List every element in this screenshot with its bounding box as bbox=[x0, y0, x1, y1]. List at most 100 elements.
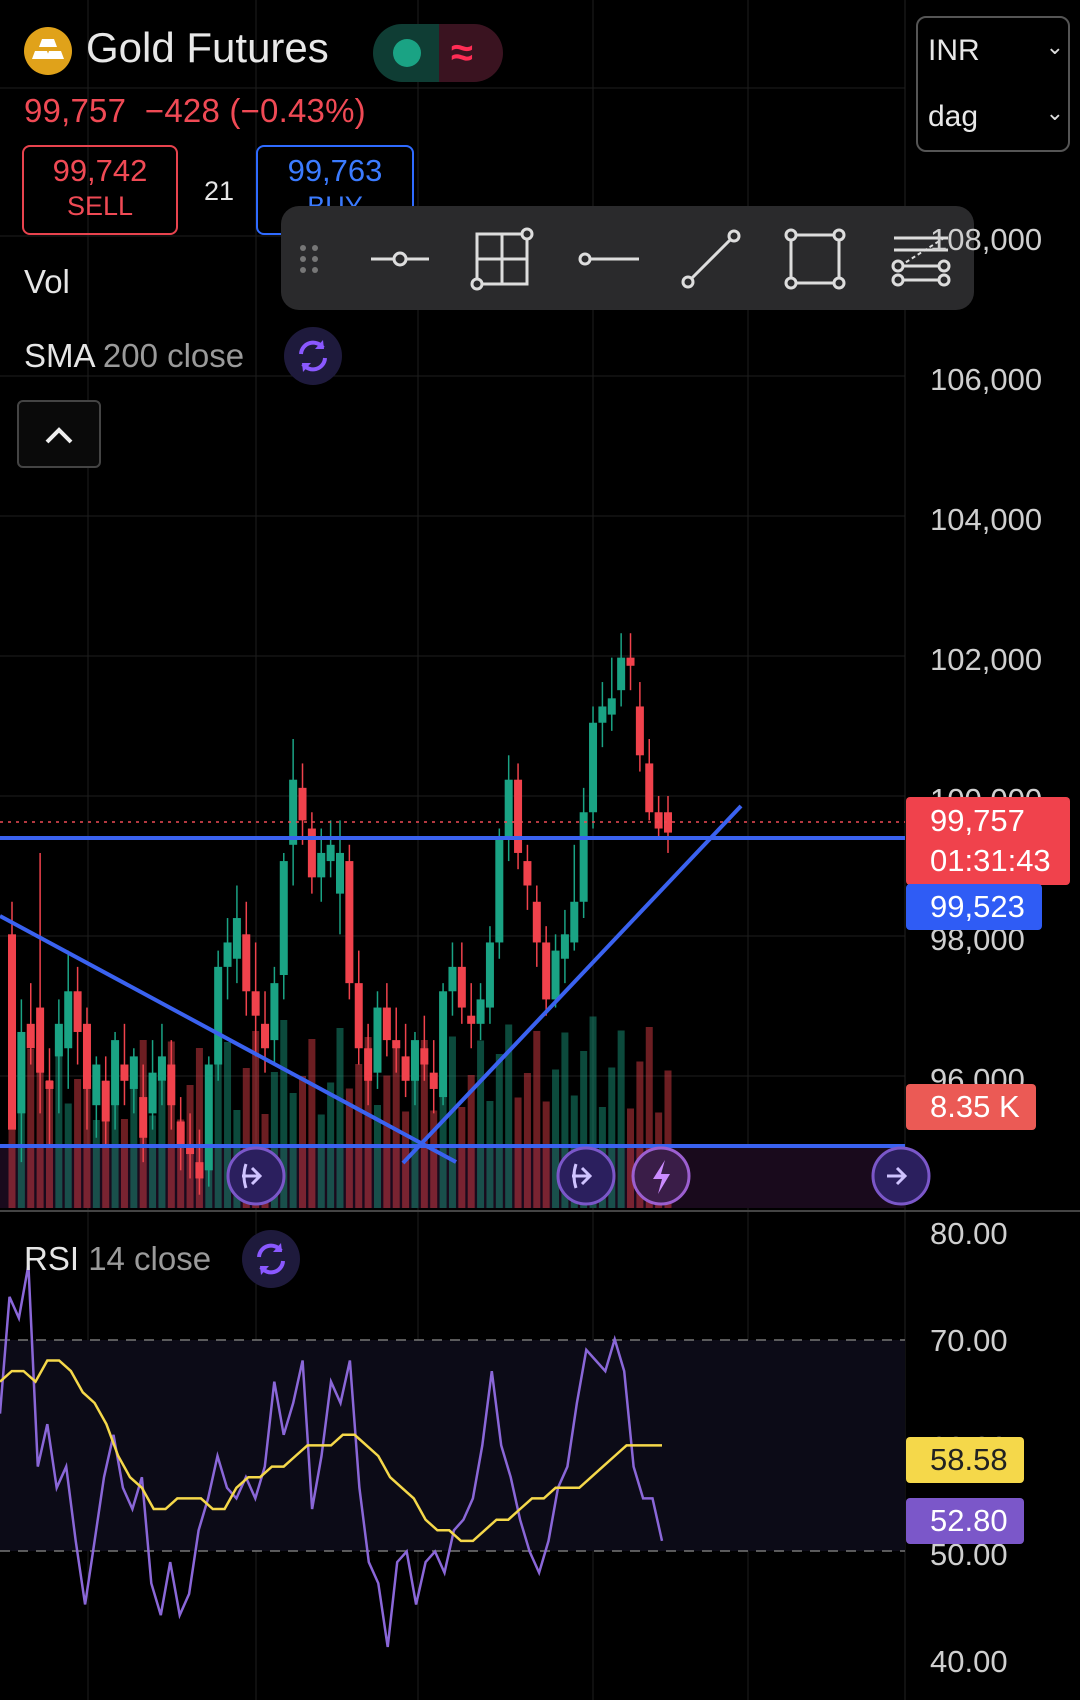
candle-body bbox=[607, 698, 616, 715]
lightning-event-icon[interactable] bbox=[631, 1146, 691, 1206]
volume-bar bbox=[533, 1031, 541, 1208]
chevron-down-icon: ⌄ bbox=[1045, 100, 1064, 125]
volume-bar bbox=[514, 1097, 522, 1208]
price-change-line: 99,757 −428 (−0.43%) bbox=[24, 92, 366, 130]
descending-trendline bbox=[0, 914, 457, 1164]
collapse-legend-button[interactable] bbox=[17, 400, 101, 468]
volume-bar bbox=[214, 1064, 222, 1208]
volume-bar bbox=[74, 1079, 82, 1208]
candle-body bbox=[654, 812, 663, 829]
price-axis-label: 104,000 bbox=[930, 502, 1043, 537]
sell-button[interactable]: 99,742 SELL bbox=[22, 145, 178, 235]
horizontal-line-icon[interactable] bbox=[577, 226, 643, 292]
rectangle-icon[interactable] bbox=[782, 226, 848, 292]
candle-body bbox=[26, 1023, 35, 1049]
volume-bar bbox=[430, 1110, 438, 1208]
sma-indicator-label[interactable]: SMA 200 close bbox=[24, 337, 244, 375]
candle-body bbox=[54, 1023, 63, 1057]
volume-bar bbox=[373, 1105, 381, 1208]
volume-bar bbox=[36, 1067, 44, 1208]
rsi-refresh-icon[interactable] bbox=[242, 1230, 300, 1288]
volume-indicator-label[interactable]: Vol bbox=[24, 263, 70, 300]
event-strip bbox=[0, 1146, 905, 1208]
horizontal-ray-icon[interactable] bbox=[367, 226, 433, 292]
candle-body bbox=[336, 852, 344, 894]
volume-bar bbox=[523, 1073, 531, 1208]
volume-tag: 8.35 K bbox=[906, 1084, 1036, 1130]
currency-select[interactable]: INR ⌄ bbox=[928, 34, 1064, 68]
cross-box-icon[interactable] bbox=[469, 226, 535, 292]
event-icon-3[interactable] bbox=[871, 1146, 931, 1206]
sma-name: SMA bbox=[24, 337, 94, 374]
candle-body bbox=[45, 1080, 54, 1089]
candle-body bbox=[532, 901, 541, 943]
volume-bar bbox=[420, 1040, 428, 1208]
buy-price: 99,763 bbox=[287, 153, 383, 188]
drawing-toolbar bbox=[281, 206, 974, 310]
volume-bar bbox=[505, 1024, 513, 1208]
candle-body bbox=[542, 942, 551, 1000]
candle-body bbox=[326, 844, 335, 862]
event-icon-2[interactable] bbox=[556, 1146, 616, 1206]
sma-refresh-icon[interactable] bbox=[284, 327, 342, 385]
candle-body bbox=[279, 861, 288, 976]
candle-body bbox=[560, 934, 569, 959]
candle-body bbox=[73, 991, 82, 1032]
rsi-line bbox=[0, 1264, 664, 1648]
symbol-title[interactable]: Gold Futures bbox=[86, 24, 329, 71]
volume-bar bbox=[336, 1028, 344, 1208]
candle-body bbox=[420, 1048, 429, 1065]
market-status-pill[interactable]: ≈ bbox=[373, 24, 503, 82]
candle-body bbox=[504, 779, 513, 837]
volume-bar bbox=[580, 1051, 588, 1208]
last-price-tag: 99,757 01:31:43 bbox=[906, 797, 1070, 885]
last-price-tag-value: 99,757 bbox=[930, 803, 1025, 838]
candle-body bbox=[101, 1080, 110, 1122]
volume-bar bbox=[252, 1031, 260, 1208]
volume-bar bbox=[195, 1048, 203, 1208]
rsi-axis-label: 80.00 bbox=[930, 1216, 1008, 1251]
volume-bar bbox=[439, 1058, 447, 1208]
candle-body bbox=[645, 763, 654, 813]
candle-body bbox=[485, 942, 494, 1008]
rsi-axis-label: 40.00 bbox=[930, 1644, 1008, 1679]
volume-bar bbox=[27, 1049, 35, 1208]
candle-body bbox=[392, 1040, 401, 1049]
rsi-indicator-label[interactable]: RSI 14 close bbox=[24, 1240, 211, 1278]
rsi-ma-line bbox=[0, 1359, 662, 1543]
approximate-wave-icon: ≈ bbox=[451, 31, 473, 75]
trend-line-icon[interactable] bbox=[678, 226, 744, 292]
volume-bar bbox=[317, 1114, 325, 1208]
candle-body bbox=[82, 1023, 91, 1089]
rsi-value-tag: 52.80 bbox=[906, 1498, 1024, 1544]
fib-retracement-icon[interactable] bbox=[886, 226, 952, 292]
volume-bar bbox=[242, 1068, 250, 1208]
candle-body bbox=[289, 779, 298, 845]
candle-body bbox=[382, 1007, 391, 1041]
candle-body bbox=[298, 787, 307, 821]
candle-body bbox=[373, 1007, 382, 1073]
volume-bar bbox=[383, 1075, 391, 1208]
sma-params: 200 close bbox=[102, 337, 245, 374]
candle-body bbox=[139, 1097, 148, 1138]
bar-countdown: 01:31:43 bbox=[930, 843, 1051, 878]
volume-bar bbox=[224, 1042, 232, 1208]
gold-futures-logo-icon bbox=[24, 27, 72, 75]
candle-body bbox=[570, 901, 579, 943]
candle-body bbox=[579, 812, 588, 902]
candle-body bbox=[36, 1007, 45, 1073]
drag-handle-icon[interactable] bbox=[295, 226, 325, 292]
candle-body bbox=[401, 1056, 410, 1081]
candle-body bbox=[120, 1064, 129, 1081]
event-icon-1[interactable] bbox=[226, 1146, 286, 1206]
candle-body bbox=[523, 861, 532, 886]
candle-body bbox=[617, 657, 626, 691]
volume-bar bbox=[589, 1016, 597, 1208]
volume-bar bbox=[92, 1120, 100, 1208]
volume-bar bbox=[636, 1061, 644, 1208]
interval-select[interactable]: dag ⌄ bbox=[928, 100, 1064, 134]
spread-value: 21 bbox=[204, 176, 235, 206]
volume-bar bbox=[542, 1101, 550, 1208]
chart-settings-selector: INR ⌄ dag ⌄ bbox=[916, 16, 1070, 152]
